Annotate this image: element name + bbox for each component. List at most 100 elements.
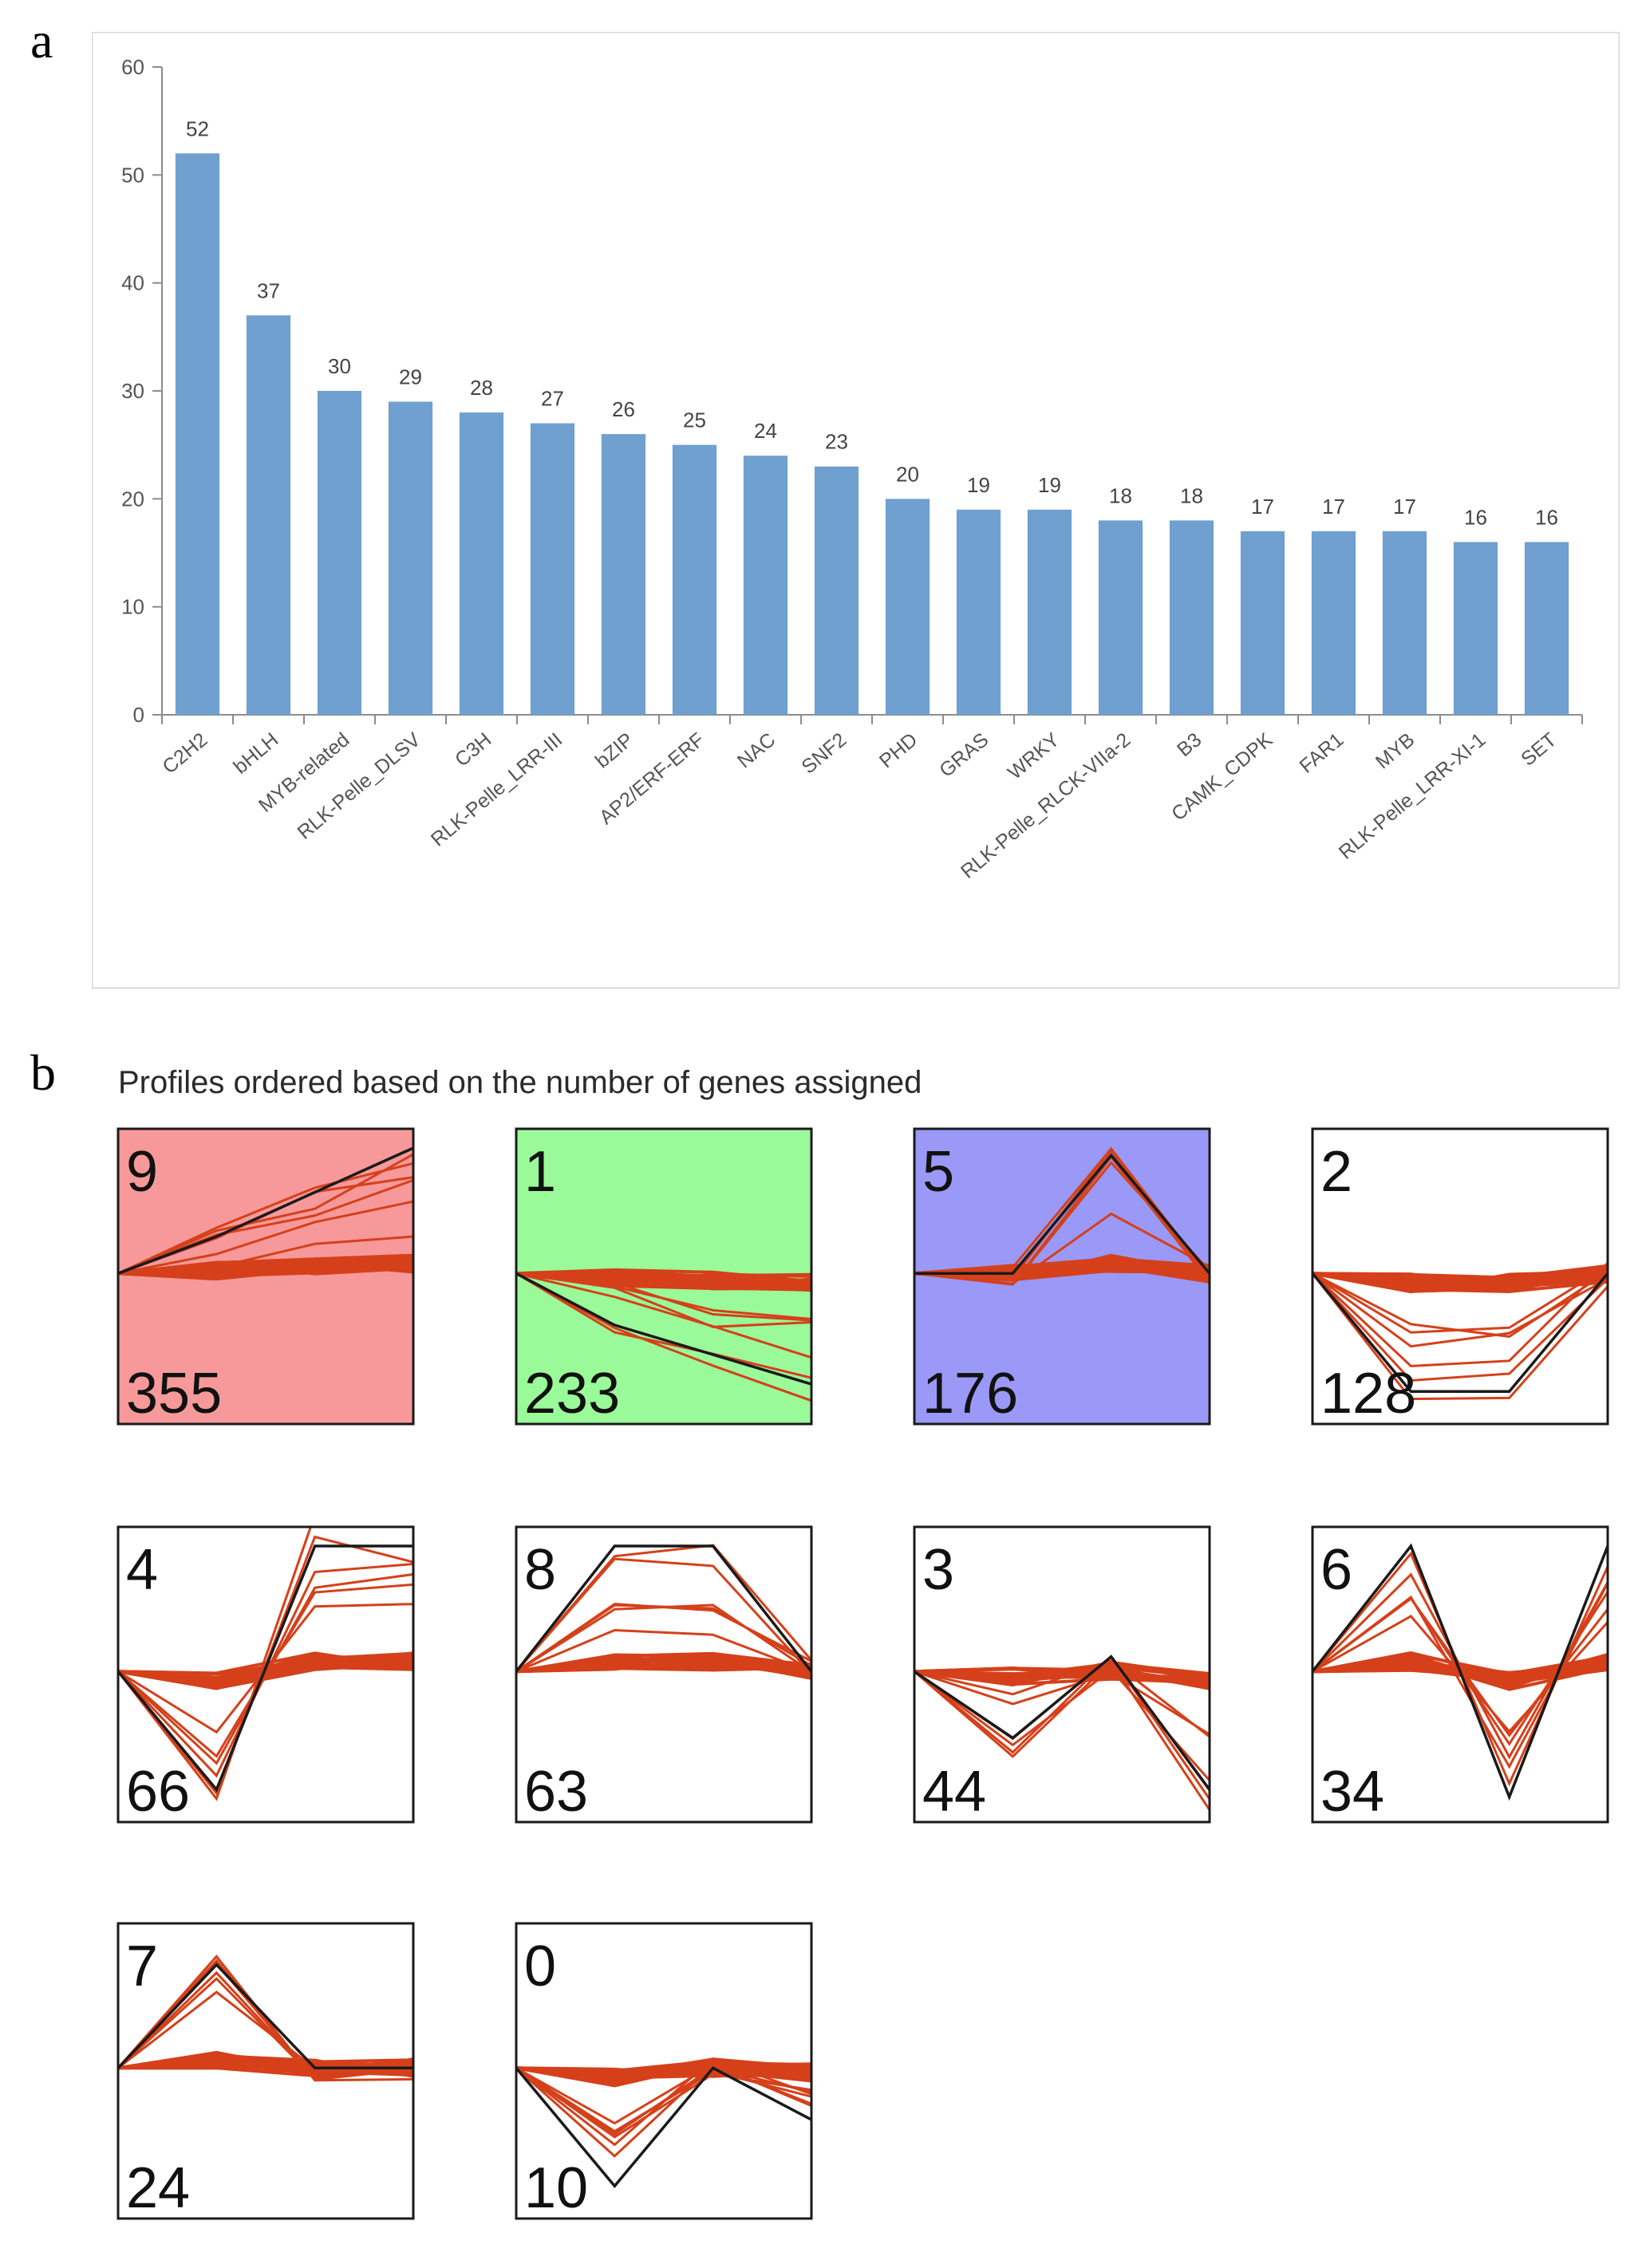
gene-line	[118, 1661, 413, 1690]
profile-box: 4 66	[116, 1525, 415, 1824]
panel-label-a: a	[30, 12, 53, 69]
y-tick-label: 50	[121, 163, 144, 187]
profile-count: 128	[1320, 1362, 1416, 1426]
model-profile-line	[914, 1655, 1210, 1791]
bar	[672, 444, 717, 715]
bar	[246, 315, 291, 715]
profile-lines	[914, 1146, 1210, 1286]
bar-value-label: 30	[328, 354, 351, 378]
bar-value-label: 20	[896, 462, 919, 486]
bar-value-label: 23	[825, 430, 848, 454]
bar-value-label: 24	[754, 419, 777, 443]
profile-background	[516, 1527, 811, 1822]
gene-line	[516, 2067, 811, 2133]
bar	[530, 423, 575, 715]
profile-border	[1311, 1525, 1609, 1824]
profiles-title: Profiles ordered based on the number of …	[118, 1065, 922, 1100]
bar	[1311, 531, 1356, 715]
gene-line	[914, 1659, 1210, 1811]
profile-lines	[516, 1544, 811, 1680]
profile-id: 0	[524, 1935, 556, 1998]
bar-value-label: 25	[683, 408, 706, 432]
profile-box: 3 44	[913, 1525, 1211, 1824]
bar-value-label: 27	[541, 387, 564, 411]
model-profile-line	[516, 1544, 811, 1673]
profile-lines	[1312, 1543, 1608, 1801]
panel-label-b: b	[30, 1044, 56, 1101]
profile-box: 9 355	[116, 1127, 415, 1426]
profile-border	[515, 1525, 813, 1824]
gene-line	[516, 1557, 811, 1675]
bar	[388, 401, 433, 715]
gene-line	[914, 1659, 1210, 1738]
profile-lines	[118, 1954, 413, 2082]
bar	[1524, 542, 1569, 715]
gene-line	[914, 1670, 1210, 1736]
profile-id: 2	[1320, 1140, 1352, 1204]
model-profile-line	[118, 1962, 413, 2070]
bar-value-label: 18	[1180, 483, 1203, 507]
bar-value-label: 16	[1535, 505, 1558, 529]
bar	[814, 466, 859, 715]
bar	[601, 434, 646, 715]
profile-box: 2 128	[1311, 1127, 1609, 1426]
bar-value-label: 19	[967, 473, 990, 497]
profile-count: 44	[922, 1760, 986, 1824]
gene-line	[118, 1200, 413, 1275]
gene-line	[118, 1583, 413, 1758]
gene-line	[1312, 1265, 1608, 1334]
bar-value-label: 19	[1038, 473, 1061, 497]
bar	[885, 499, 930, 715]
model-profile-line	[516, 1272, 811, 1386]
profile-id: 1	[524, 1140, 556, 1204]
bar	[175, 153, 220, 715]
gene-line	[1312, 1272, 1608, 1382]
y-tick-label: 40	[121, 271, 144, 295]
model-profile-line	[118, 1146, 413, 1275]
profile-border	[515, 1922, 813, 2220]
bar	[743, 456, 788, 715]
gene-line	[914, 1655, 1210, 1801]
gene-line	[516, 1272, 811, 1359]
profile-count: 10	[524, 2156, 588, 2220]
profile-border	[913, 1525, 1211, 1824]
gene-line	[118, 1253, 413, 1276]
bar	[1382, 531, 1427, 715]
gene-line	[1312, 1272, 1608, 1293]
bar	[1098, 520, 1143, 715]
gene-line	[516, 1603, 811, 1673]
profile-count: 233	[524, 1362, 620, 1426]
profile-lines	[1312, 1262, 1608, 1401]
bar-value-label: 16	[1464, 505, 1487, 529]
gene-line	[118, 1153, 413, 1275]
bar	[317, 391, 362, 715]
profile-box: 5 176	[913, 1127, 1211, 1426]
bar-value-label: 26	[612, 397, 635, 421]
gene-line	[118, 1970, 413, 2081]
model-profile-line	[118, 1544, 413, 1793]
gene-line	[516, 2061, 811, 2088]
model-profile-line	[1312, 1543, 1608, 1801]
profile-count: 34	[1320, 1760, 1384, 1824]
bar	[1027, 509, 1072, 715]
profile-id: 3	[922, 1538, 954, 1602]
model-profile-line	[516, 2066, 811, 2189]
profile-count: 63	[524, 1760, 588, 1824]
bar-value-label: 17	[1322, 495, 1345, 519]
bar-chart: 010203040506052C2H237bHLH30MYB-related29…	[92, 32, 1620, 989]
bar-value-label: 37	[257, 278, 280, 302]
profile-lines	[118, 1527, 413, 1801]
profile-id: 8	[524, 1538, 556, 1602]
gene-line	[914, 1161, 1210, 1286]
gene-line	[118, 1162, 413, 1275]
bar-value-label: 18	[1109, 483, 1132, 507]
gene-line	[118, 1235, 413, 1275]
model-profile-line	[914, 1153, 1210, 1276]
gene-line	[516, 1272, 811, 1328]
profile-border	[913, 1127, 1211, 1426]
profile-box: 6 34	[1311, 1525, 1609, 1824]
profile-box: 8 63	[515, 1525, 813, 1824]
profile-id: 6	[1320, 1538, 1352, 1602]
gene-line	[516, 1272, 811, 1379]
